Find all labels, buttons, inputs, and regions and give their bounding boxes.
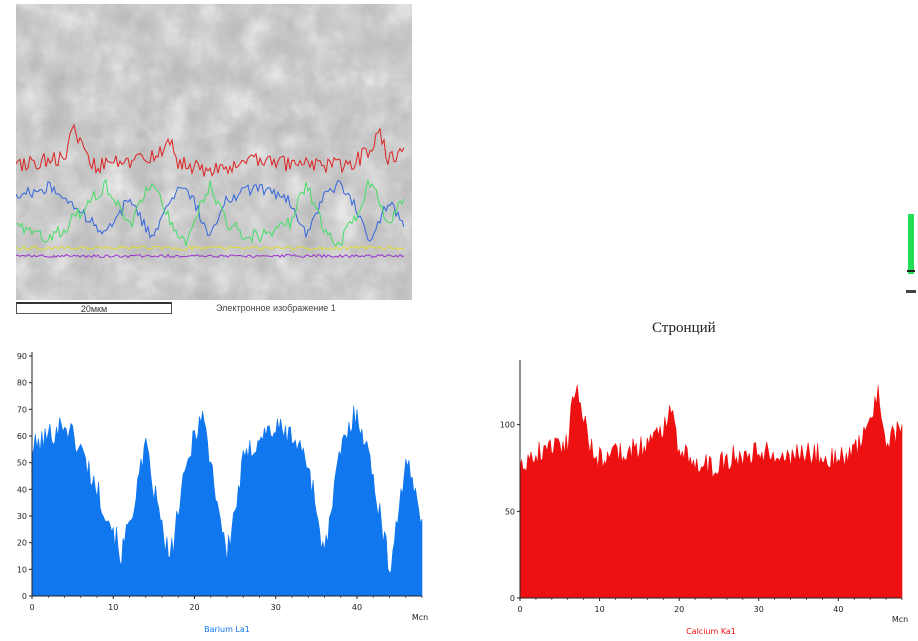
clipped-label [906, 290, 916, 293]
y-tick-label: 80 [17, 379, 27, 388]
x-tick-label: 30 [271, 603, 281, 612]
y-tick-label: 50 [17, 459, 27, 468]
sem-panel: 20мкм Электронное изображение 1 [16, 4, 412, 318]
barium-chart: 0 10 20 30 40 50 60 70 80 90 0 10 20 30 40 Mcn Barium La… [6, 350, 430, 640]
sem-profile-line [16, 123, 405, 177]
series-label: Calcium Ka1 [686, 627, 736, 636]
clipped-green-chart-edge [906, 214, 916, 293]
x-tick-label: 20 [189, 603, 199, 612]
y-tick-label: 60 [17, 432, 27, 441]
series-label: Barium La1 [204, 625, 250, 634]
y-tick-label: 50 [505, 507, 515, 516]
sem-profile-line [16, 245, 405, 251]
histogram-area [519, 384, 903, 599]
histogram-area [31, 405, 423, 597]
sem-profile-line [16, 253, 405, 259]
calcium-chart-svg: 0 50 100 0 10 20 30 40 Mcn Calcium Ka1 [500, 360, 908, 636]
scale-label: 20мкм [80, 304, 108, 314]
x-tick-label: 0 [517, 605, 522, 614]
y-tick-label: 90 [17, 352, 27, 361]
clipped-green-fill [908, 214, 914, 274]
calcium-chart: 0 50 100 0 10 20 30 40 Mcn Calcium Ka1 [490, 352, 910, 640]
clipped-axis [907, 270, 915, 272]
x-unit-label: Mcn [412, 613, 428, 622]
sem-profile-line [16, 179, 405, 242]
image-caption: Электронное изображение 1 [216, 303, 336, 313]
sem-image-svg [16, 4, 412, 300]
x-unit-label: Mcn [892, 615, 908, 624]
strontium-title: Стронций [652, 320, 716, 335]
x-tick-label: 40 [352, 603, 362, 612]
y-tick-label: 20 [17, 539, 27, 548]
sem-micrograph [16, 4, 412, 300]
sem-profile-line [16, 178, 405, 248]
x-tick-label: 30 [754, 605, 764, 614]
sem-texture [16, 4, 412, 300]
y-tick-label: 70 [17, 405, 27, 414]
y-tick-label: 10 [17, 565, 27, 574]
y-tick-label: 0 [510, 594, 515, 603]
profile-lines [16, 123, 405, 259]
x-tick-label: 20 [674, 605, 684, 614]
x-tick-label: 10 [108, 603, 118, 612]
x-tick-label: 0 [29, 603, 34, 612]
x-tick-label: 40 [833, 605, 843, 614]
y-tick-label: 0 [22, 592, 27, 601]
y-tick-label: 30 [17, 512, 27, 521]
y-tick-label: 40 [17, 485, 27, 494]
x-tick-label: 10 [594, 605, 604, 614]
y-tick-label: 100 [500, 421, 515, 430]
barium-chart-svg: 0 10 20 30 40 50 60 70 80 90 0 10 20 30 40 Mcn Barium La… [17, 352, 428, 634]
scale-bar: 20мкм [16, 302, 172, 314]
